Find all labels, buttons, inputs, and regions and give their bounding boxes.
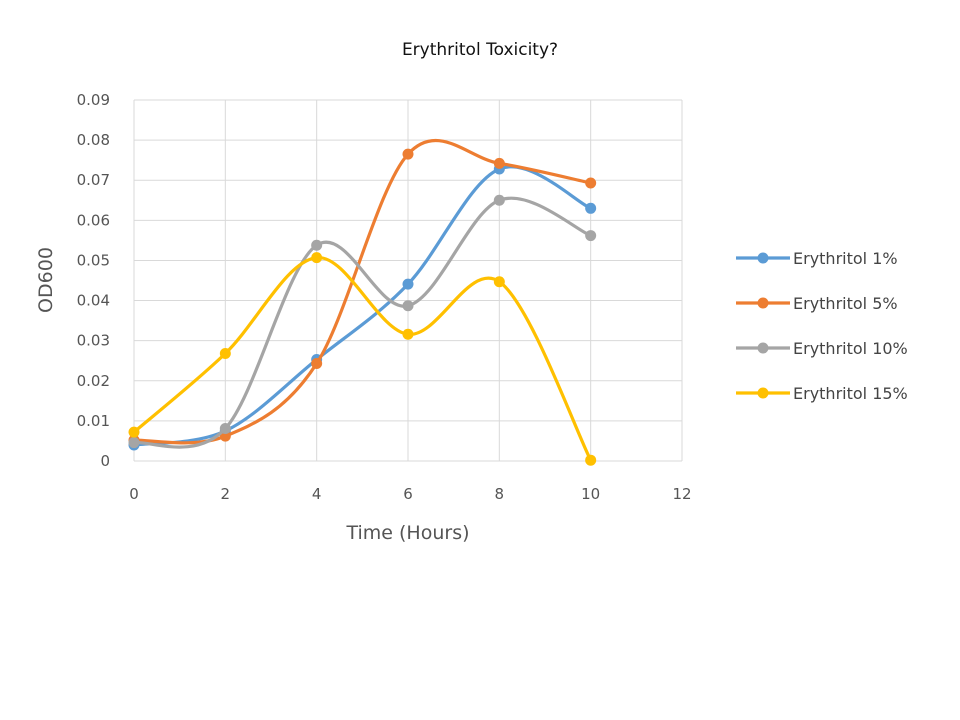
data-point	[402, 328, 414, 340]
y-tick-label: 0.09	[77, 91, 110, 109]
data-point	[585, 230, 597, 242]
data-point	[402, 278, 414, 290]
y-tick-label: 0.05	[77, 251, 110, 269]
data-point	[311, 358, 323, 370]
legend-entry: Erythritol 10%	[736, 339, 908, 358]
y-tick-label: 0.04	[77, 292, 110, 310]
y-axis-label: OD600	[35, 247, 57, 313]
legend-marker	[757, 252, 769, 264]
x-tick-label: 8	[495, 485, 505, 503]
data-point	[493, 276, 505, 288]
y-tick-label: 0.07	[77, 171, 110, 189]
legend-label: Erythritol 10%	[793, 339, 908, 358]
data-point	[493, 194, 505, 206]
legend-marker	[757, 297, 769, 309]
legend-marker	[757, 342, 769, 354]
series-3	[128, 194, 597, 449]
series-lines	[128, 139, 597, 466]
y-tick-label: 0.03	[77, 332, 110, 350]
series-4	[128, 252, 597, 466]
data-point	[402, 148, 414, 160]
x-tick-label: 6	[403, 485, 413, 503]
legend-label: Erythritol 5%	[793, 294, 898, 313]
data-point	[311, 252, 323, 264]
data-point	[402, 300, 414, 312]
data-point	[128, 437, 140, 449]
y-axis-ticks: 0 0.01 0.02 0.03 0.04 0.05 0.06 0.07 0.08 0.09	[77, 91, 110, 470]
data-point	[585, 177, 597, 189]
y-tick-label: 0	[100, 452, 110, 470]
x-tick-label: 0	[129, 485, 139, 503]
legend-entry: Erythritol 15%	[736, 384, 908, 403]
data-point	[585, 202, 597, 214]
data-point	[585, 454, 597, 466]
y-tick-label: 0.06	[77, 211, 110, 229]
chart-title: Erythritol Toxicity?	[402, 40, 558, 60]
x-tick-label: 12	[672, 485, 691, 503]
data-point	[219, 423, 231, 435]
y-tick-label: 0.01	[77, 412, 110, 430]
legend-marker	[757, 387, 769, 399]
legend-entry: Erythritol 5%	[736, 294, 898, 313]
x-tick-label: 2	[221, 485, 231, 503]
x-axis-label: Time (Hours)	[345, 522, 469, 544]
y-tick-label: 0.02	[77, 372, 110, 390]
x-tick-label: 4	[312, 485, 322, 503]
data-point	[128, 426, 140, 438]
legend-label: Erythritol 1%	[793, 249, 898, 268]
legend: Erythritol 1% Erythritol 5% Erythritol 10%…	[736, 249, 908, 403]
legend-label: Erythritol 15%	[793, 384, 908, 403]
x-axis-ticks: 0 2 4 6 8 10 12	[129, 485, 691, 503]
legend-entry: Erythritol 1%	[736, 249, 898, 268]
x-tick-label: 10	[581, 485, 600, 503]
data-point	[219, 348, 231, 360]
data-point	[311, 239, 323, 251]
data-point	[493, 157, 505, 169]
y-tick-label: 0.08	[77, 131, 110, 149]
